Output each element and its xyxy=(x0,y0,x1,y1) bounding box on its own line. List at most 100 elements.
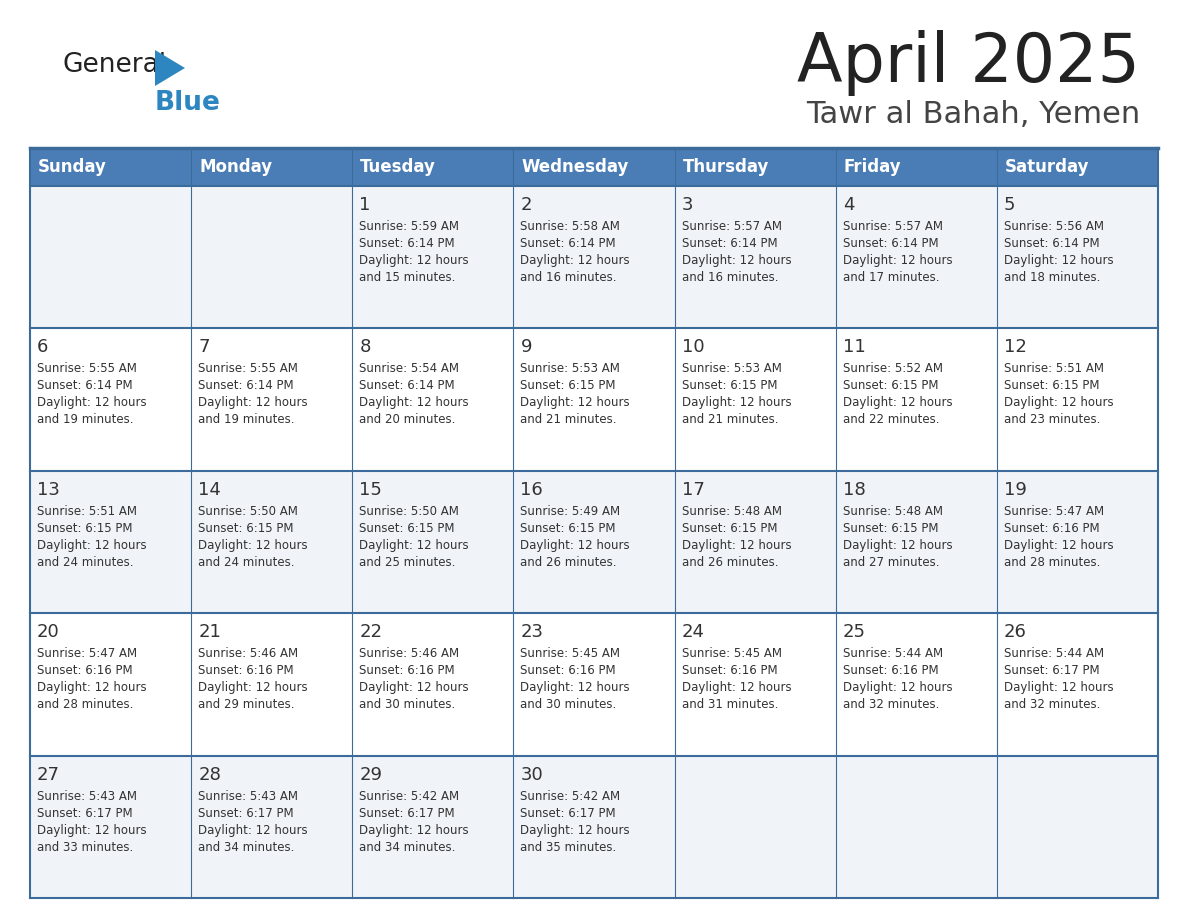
Text: and 35 minutes.: and 35 minutes. xyxy=(520,841,617,854)
Text: Sunrise: 5:51 AM: Sunrise: 5:51 AM xyxy=(37,505,137,518)
Bar xyxy=(30,148,1158,186)
Text: Sunrise: 5:52 AM: Sunrise: 5:52 AM xyxy=(842,363,943,375)
Text: Daylight: 12 hours: Daylight: 12 hours xyxy=(359,254,469,267)
Text: Sunrise: 5:42 AM: Sunrise: 5:42 AM xyxy=(359,789,460,802)
Text: Sunrise: 5:59 AM: Sunrise: 5:59 AM xyxy=(359,220,460,233)
Text: Sunset: 6:16 PM: Sunset: 6:16 PM xyxy=(1004,521,1099,535)
Text: General: General xyxy=(62,52,166,78)
Text: 8: 8 xyxy=(359,339,371,356)
Text: 1: 1 xyxy=(359,196,371,214)
Text: 16: 16 xyxy=(520,481,543,498)
Text: Daylight: 12 hours: Daylight: 12 hours xyxy=(520,254,630,267)
Text: Wednesday: Wednesday xyxy=(522,158,628,176)
Text: April 2025: April 2025 xyxy=(797,30,1140,96)
Text: Sunrise: 5:51 AM: Sunrise: 5:51 AM xyxy=(1004,363,1104,375)
Text: Sunset: 6:16 PM: Sunset: 6:16 PM xyxy=(37,665,133,677)
Text: Sunset: 6:17 PM: Sunset: 6:17 PM xyxy=(198,807,293,820)
Text: Blue: Blue xyxy=(154,90,221,116)
Text: 5: 5 xyxy=(1004,196,1016,214)
Text: Daylight: 12 hours: Daylight: 12 hours xyxy=(1004,397,1113,409)
Text: Daylight: 12 hours: Daylight: 12 hours xyxy=(842,681,953,694)
Bar xyxy=(30,613,1158,756)
Text: Sunrise: 5:44 AM: Sunrise: 5:44 AM xyxy=(1004,647,1104,660)
Text: Sunrise: 5:58 AM: Sunrise: 5:58 AM xyxy=(520,220,620,233)
Text: Daylight: 12 hours: Daylight: 12 hours xyxy=(198,681,308,694)
Text: and 29 minutes.: and 29 minutes. xyxy=(198,699,295,711)
Text: 9: 9 xyxy=(520,339,532,356)
Text: 27: 27 xyxy=(37,766,61,784)
Bar xyxy=(30,471,1158,613)
Text: 11: 11 xyxy=(842,339,866,356)
Text: Thursday: Thursday xyxy=(683,158,769,176)
Text: Sunset: 6:14 PM: Sunset: 6:14 PM xyxy=(359,379,455,392)
Text: 13: 13 xyxy=(37,481,59,498)
Text: and 24 minutes.: and 24 minutes. xyxy=(198,555,295,569)
Text: Daylight: 12 hours: Daylight: 12 hours xyxy=(37,681,146,694)
Text: and 23 minutes.: and 23 minutes. xyxy=(1004,413,1100,426)
Text: Sunrise: 5:55 AM: Sunrise: 5:55 AM xyxy=(198,363,298,375)
Text: Daylight: 12 hours: Daylight: 12 hours xyxy=(359,823,469,836)
Text: and 27 minutes.: and 27 minutes. xyxy=(842,555,940,569)
Text: Sunset: 6:14 PM: Sunset: 6:14 PM xyxy=(520,237,617,250)
Text: Daylight: 12 hours: Daylight: 12 hours xyxy=(682,397,791,409)
Text: Daylight: 12 hours: Daylight: 12 hours xyxy=(520,681,630,694)
Text: Daylight: 12 hours: Daylight: 12 hours xyxy=(359,681,469,694)
Text: Tuesday: Tuesday xyxy=(360,158,436,176)
Text: Sunset: 6:17 PM: Sunset: 6:17 PM xyxy=(520,807,617,820)
Text: Daylight: 12 hours: Daylight: 12 hours xyxy=(842,254,953,267)
Text: 2: 2 xyxy=(520,196,532,214)
Text: Monday: Monday xyxy=(200,158,272,176)
Text: 4: 4 xyxy=(842,196,854,214)
Text: and 19 minutes.: and 19 minutes. xyxy=(37,413,133,426)
Text: and 31 minutes.: and 31 minutes. xyxy=(682,699,778,711)
Text: 25: 25 xyxy=(842,623,866,641)
Text: Daylight: 12 hours: Daylight: 12 hours xyxy=(198,539,308,552)
Text: Sunrise: 5:48 AM: Sunrise: 5:48 AM xyxy=(682,505,782,518)
Text: Sunrise: 5:45 AM: Sunrise: 5:45 AM xyxy=(520,647,620,660)
Text: Sunset: 6:14 PM: Sunset: 6:14 PM xyxy=(682,237,777,250)
Text: Sunset: 6:15 PM: Sunset: 6:15 PM xyxy=(842,379,939,392)
Text: and 25 minutes.: and 25 minutes. xyxy=(359,555,456,569)
Text: Sunset: 6:16 PM: Sunset: 6:16 PM xyxy=(520,665,617,677)
Text: Daylight: 12 hours: Daylight: 12 hours xyxy=(682,681,791,694)
Text: Sunset: 6:15 PM: Sunset: 6:15 PM xyxy=(1004,379,1099,392)
Text: 17: 17 xyxy=(682,481,704,498)
Text: Sunset: 6:14 PM: Sunset: 6:14 PM xyxy=(359,237,455,250)
Text: Sunrise: 5:43 AM: Sunrise: 5:43 AM xyxy=(37,789,137,802)
Text: Daylight: 12 hours: Daylight: 12 hours xyxy=(842,397,953,409)
Text: Daylight: 12 hours: Daylight: 12 hours xyxy=(37,823,146,836)
Text: and 18 minutes.: and 18 minutes. xyxy=(1004,271,1100,284)
Polygon shape xyxy=(154,50,185,86)
Text: Sunset: 6:16 PM: Sunset: 6:16 PM xyxy=(682,665,777,677)
Text: Sunrise: 5:47 AM: Sunrise: 5:47 AM xyxy=(37,647,137,660)
Text: 3: 3 xyxy=(682,196,693,214)
Text: Daylight: 12 hours: Daylight: 12 hours xyxy=(1004,681,1113,694)
Text: Sunrise: 5:56 AM: Sunrise: 5:56 AM xyxy=(1004,220,1104,233)
Text: Daylight: 12 hours: Daylight: 12 hours xyxy=(1004,254,1113,267)
Text: Daylight: 12 hours: Daylight: 12 hours xyxy=(359,539,469,552)
Bar xyxy=(30,756,1158,898)
Text: 20: 20 xyxy=(37,623,59,641)
Text: Sunset: 6:15 PM: Sunset: 6:15 PM xyxy=(198,521,293,535)
Text: Sunday: Sunday xyxy=(38,158,107,176)
Text: Sunset: 6:16 PM: Sunset: 6:16 PM xyxy=(198,665,293,677)
Text: 7: 7 xyxy=(198,339,209,356)
Text: and 30 minutes.: and 30 minutes. xyxy=(359,699,455,711)
Text: Daylight: 12 hours: Daylight: 12 hours xyxy=(198,823,308,836)
Text: Sunset: 6:17 PM: Sunset: 6:17 PM xyxy=(1004,665,1099,677)
Text: Daylight: 12 hours: Daylight: 12 hours xyxy=(520,823,630,836)
Text: 18: 18 xyxy=(842,481,866,498)
Text: 15: 15 xyxy=(359,481,383,498)
Text: Daylight: 12 hours: Daylight: 12 hours xyxy=(37,397,146,409)
Text: 6: 6 xyxy=(37,339,49,356)
Bar xyxy=(30,329,1158,471)
Text: Sunset: 6:17 PM: Sunset: 6:17 PM xyxy=(359,807,455,820)
Text: Sunset: 6:14 PM: Sunset: 6:14 PM xyxy=(1004,237,1099,250)
Text: and 33 minutes.: and 33 minutes. xyxy=(37,841,133,854)
Text: Daylight: 12 hours: Daylight: 12 hours xyxy=(198,397,308,409)
Text: Sunrise: 5:50 AM: Sunrise: 5:50 AM xyxy=(198,505,298,518)
Text: Sunset: 6:14 PM: Sunset: 6:14 PM xyxy=(37,379,133,392)
Text: and 19 minutes.: and 19 minutes. xyxy=(198,413,295,426)
Text: Sunrise: 5:49 AM: Sunrise: 5:49 AM xyxy=(520,505,620,518)
Text: and 28 minutes.: and 28 minutes. xyxy=(1004,555,1100,569)
